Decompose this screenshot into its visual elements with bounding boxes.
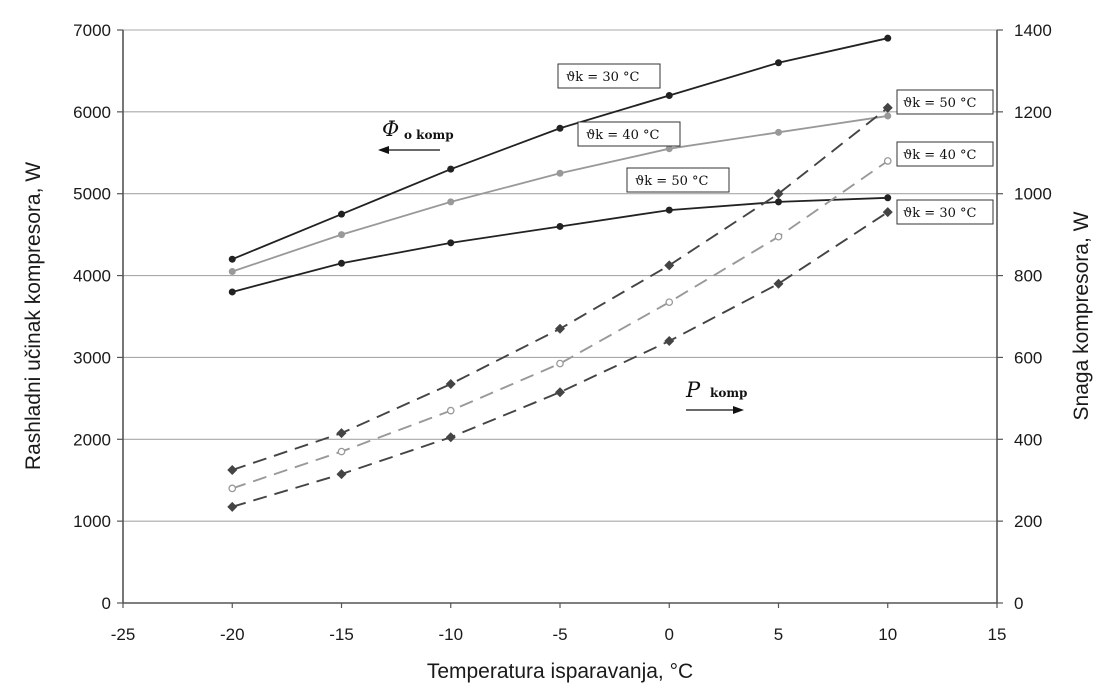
x-tick-label: 0	[665, 625, 674, 644]
x-tick-label: -5	[552, 625, 567, 644]
power-point-0	[882, 102, 893, 113]
x-tick-label: 10	[878, 625, 897, 644]
power-point-0	[555, 323, 565, 334]
power-point-2	[555, 387, 565, 398]
cooling-point-2	[556, 222, 564, 230]
cooling-point-2	[665, 206, 673, 214]
power-point-2	[773, 278, 784, 289]
y-tick-label: 4000	[73, 267, 111, 286]
p-subscript: komp	[710, 386, 747, 400]
y-tick-label: 6000	[73, 103, 111, 122]
y-tick-label: 0	[102, 594, 111, 613]
y2-tick-label: 800	[1014, 267, 1042, 286]
cooling-point-2	[884, 194, 892, 202]
power-point-2	[336, 469, 347, 480]
cooling-point-1	[775, 128, 782, 136]
x-tick-label: 5	[774, 625, 783, 644]
y-axis-title: Rashladni učinak kompresora, W	[22, 162, 45, 470]
grid-lines	[123, 29, 997, 522]
label-cool-40: ϑk = 40 °C	[577, 121, 681, 147]
y-left-tick-labels: 0 1000 2000 3000 4000 5000 6000 7000	[73, 21, 111, 613]
power-point-0	[445, 379, 456, 390]
x-tick-label: -25	[111, 625, 136, 644]
x-tick-label: -15	[329, 625, 354, 644]
cooling-point-2	[447, 239, 455, 247]
cooling-point-0	[775, 59, 782, 67]
y-tick-label: 3000	[73, 348, 111, 367]
y2-tick-label: 600	[1014, 348, 1042, 367]
power-point-2	[882, 207, 893, 218]
cooling-point-2	[775, 198, 782, 206]
y-tick-label: 5000	[73, 185, 111, 204]
power-point-1	[337, 447, 346, 456]
cooling-point-2	[338, 259, 345, 267]
y2-tick-label: 1200	[1014, 103, 1052, 122]
svg-text:ϑk = 50 °C: ϑk = 50 °C	[635, 174, 709, 189]
y-tick-label: 1000	[73, 512, 111, 531]
cooling-point-1	[228, 267, 236, 275]
cooling-point-0	[338, 210, 345, 218]
cooling-point-1	[665, 145, 673, 153]
x-tick-label: -10	[438, 625, 463, 644]
power-point-0	[336, 428, 347, 439]
power-point-0	[227, 464, 238, 475]
y2-tick-label: 0	[1014, 594, 1023, 613]
y2-tick-label: 1400	[1014, 21, 1052, 40]
cooling-point-0	[228, 255, 236, 263]
cooling-point-0	[884, 34, 892, 42]
p-label: P	[685, 378, 701, 402]
cooling-point-2	[228, 288, 236, 296]
x-tick-labels: -25 -20 -15 -10 -5 0 5 10 15	[111, 625, 1007, 644]
cooling-point-1	[556, 169, 564, 177]
label-power-40: ϑk = 40 °C	[896, 141, 994, 167]
power-point-2	[227, 501, 238, 512]
power-point-1	[228, 484, 237, 493]
power-line-2	[231, 211, 889, 508]
svg-text:ϑk = 30 °C: ϑk = 30 °C	[903, 206, 977, 221]
y2-tick-label: 200	[1014, 512, 1042, 531]
svg-text:ϑk = 30 °C: ϑk = 30 °C	[566, 70, 640, 85]
cooling-point-0	[556, 124, 564, 132]
y2-tick-label: 400	[1014, 430, 1042, 449]
x-tick-label: 15	[988, 625, 1007, 644]
power-point-1	[883, 157, 892, 165]
svg-text:ϑk = 40 °C: ϑk = 40 °C	[903, 148, 977, 163]
y-tick-label: 7000	[73, 21, 111, 40]
power-line-0	[231, 107, 889, 471]
cooling-point-0	[665, 91, 673, 99]
power-point-1	[446, 406, 455, 415]
cooling-line-2	[232, 196, 888, 293]
axes	[117, 29, 1003, 608]
y-right-tick-labels: 0 200 400 600 800 1000 1200 1400	[1014, 21, 1052, 613]
label-cool-30: ϑk = 30 °C	[557, 63, 661, 89]
phi-arrow-head	[378, 146, 389, 154]
power-point-2	[664, 336, 675, 347]
svg-text:ϑk = 40 °C: ϑk = 40 °C	[586, 128, 660, 143]
power-point-1	[665, 298, 674, 307]
phi-subscript: o komp	[404, 128, 454, 142]
power-point-0	[664, 260, 675, 271]
p-arrow-head	[733, 406, 744, 414]
cooling-point-1	[447, 198, 455, 206]
phi-label: Φ	[382, 117, 399, 141]
label-power-30: ϑk = 30 °C	[896, 199, 994, 225]
power-point-1	[556, 359, 564, 368]
label-cool-50: ϑk = 50 °C	[626, 167, 730, 193]
series-lines	[231, 37, 889, 508]
cooling-point-1	[884, 112, 892, 120]
y2-axis-title: Snaga kompresora, W	[1070, 211, 1093, 420]
power-point-0	[773, 188, 784, 199]
power-point-1	[774, 232, 783, 241]
series-markers	[227, 34, 893, 512]
y-tick-label: 2000	[73, 430, 111, 449]
x-axis-title: Temperatura isparavanja, °C	[427, 660, 693, 683]
power-point-2	[445, 432, 456, 443]
x-tick-label: -20	[220, 625, 245, 644]
cooling-point-0	[447, 165, 455, 173]
cooling-point-1	[338, 231, 345, 239]
label-power-50: ϑk = 50 °C	[896, 89, 994, 115]
svg-text:ϑk = 50 °C: ϑk = 50 °C	[903, 96, 977, 111]
y2-tick-label: 1000	[1014, 185, 1052, 204]
